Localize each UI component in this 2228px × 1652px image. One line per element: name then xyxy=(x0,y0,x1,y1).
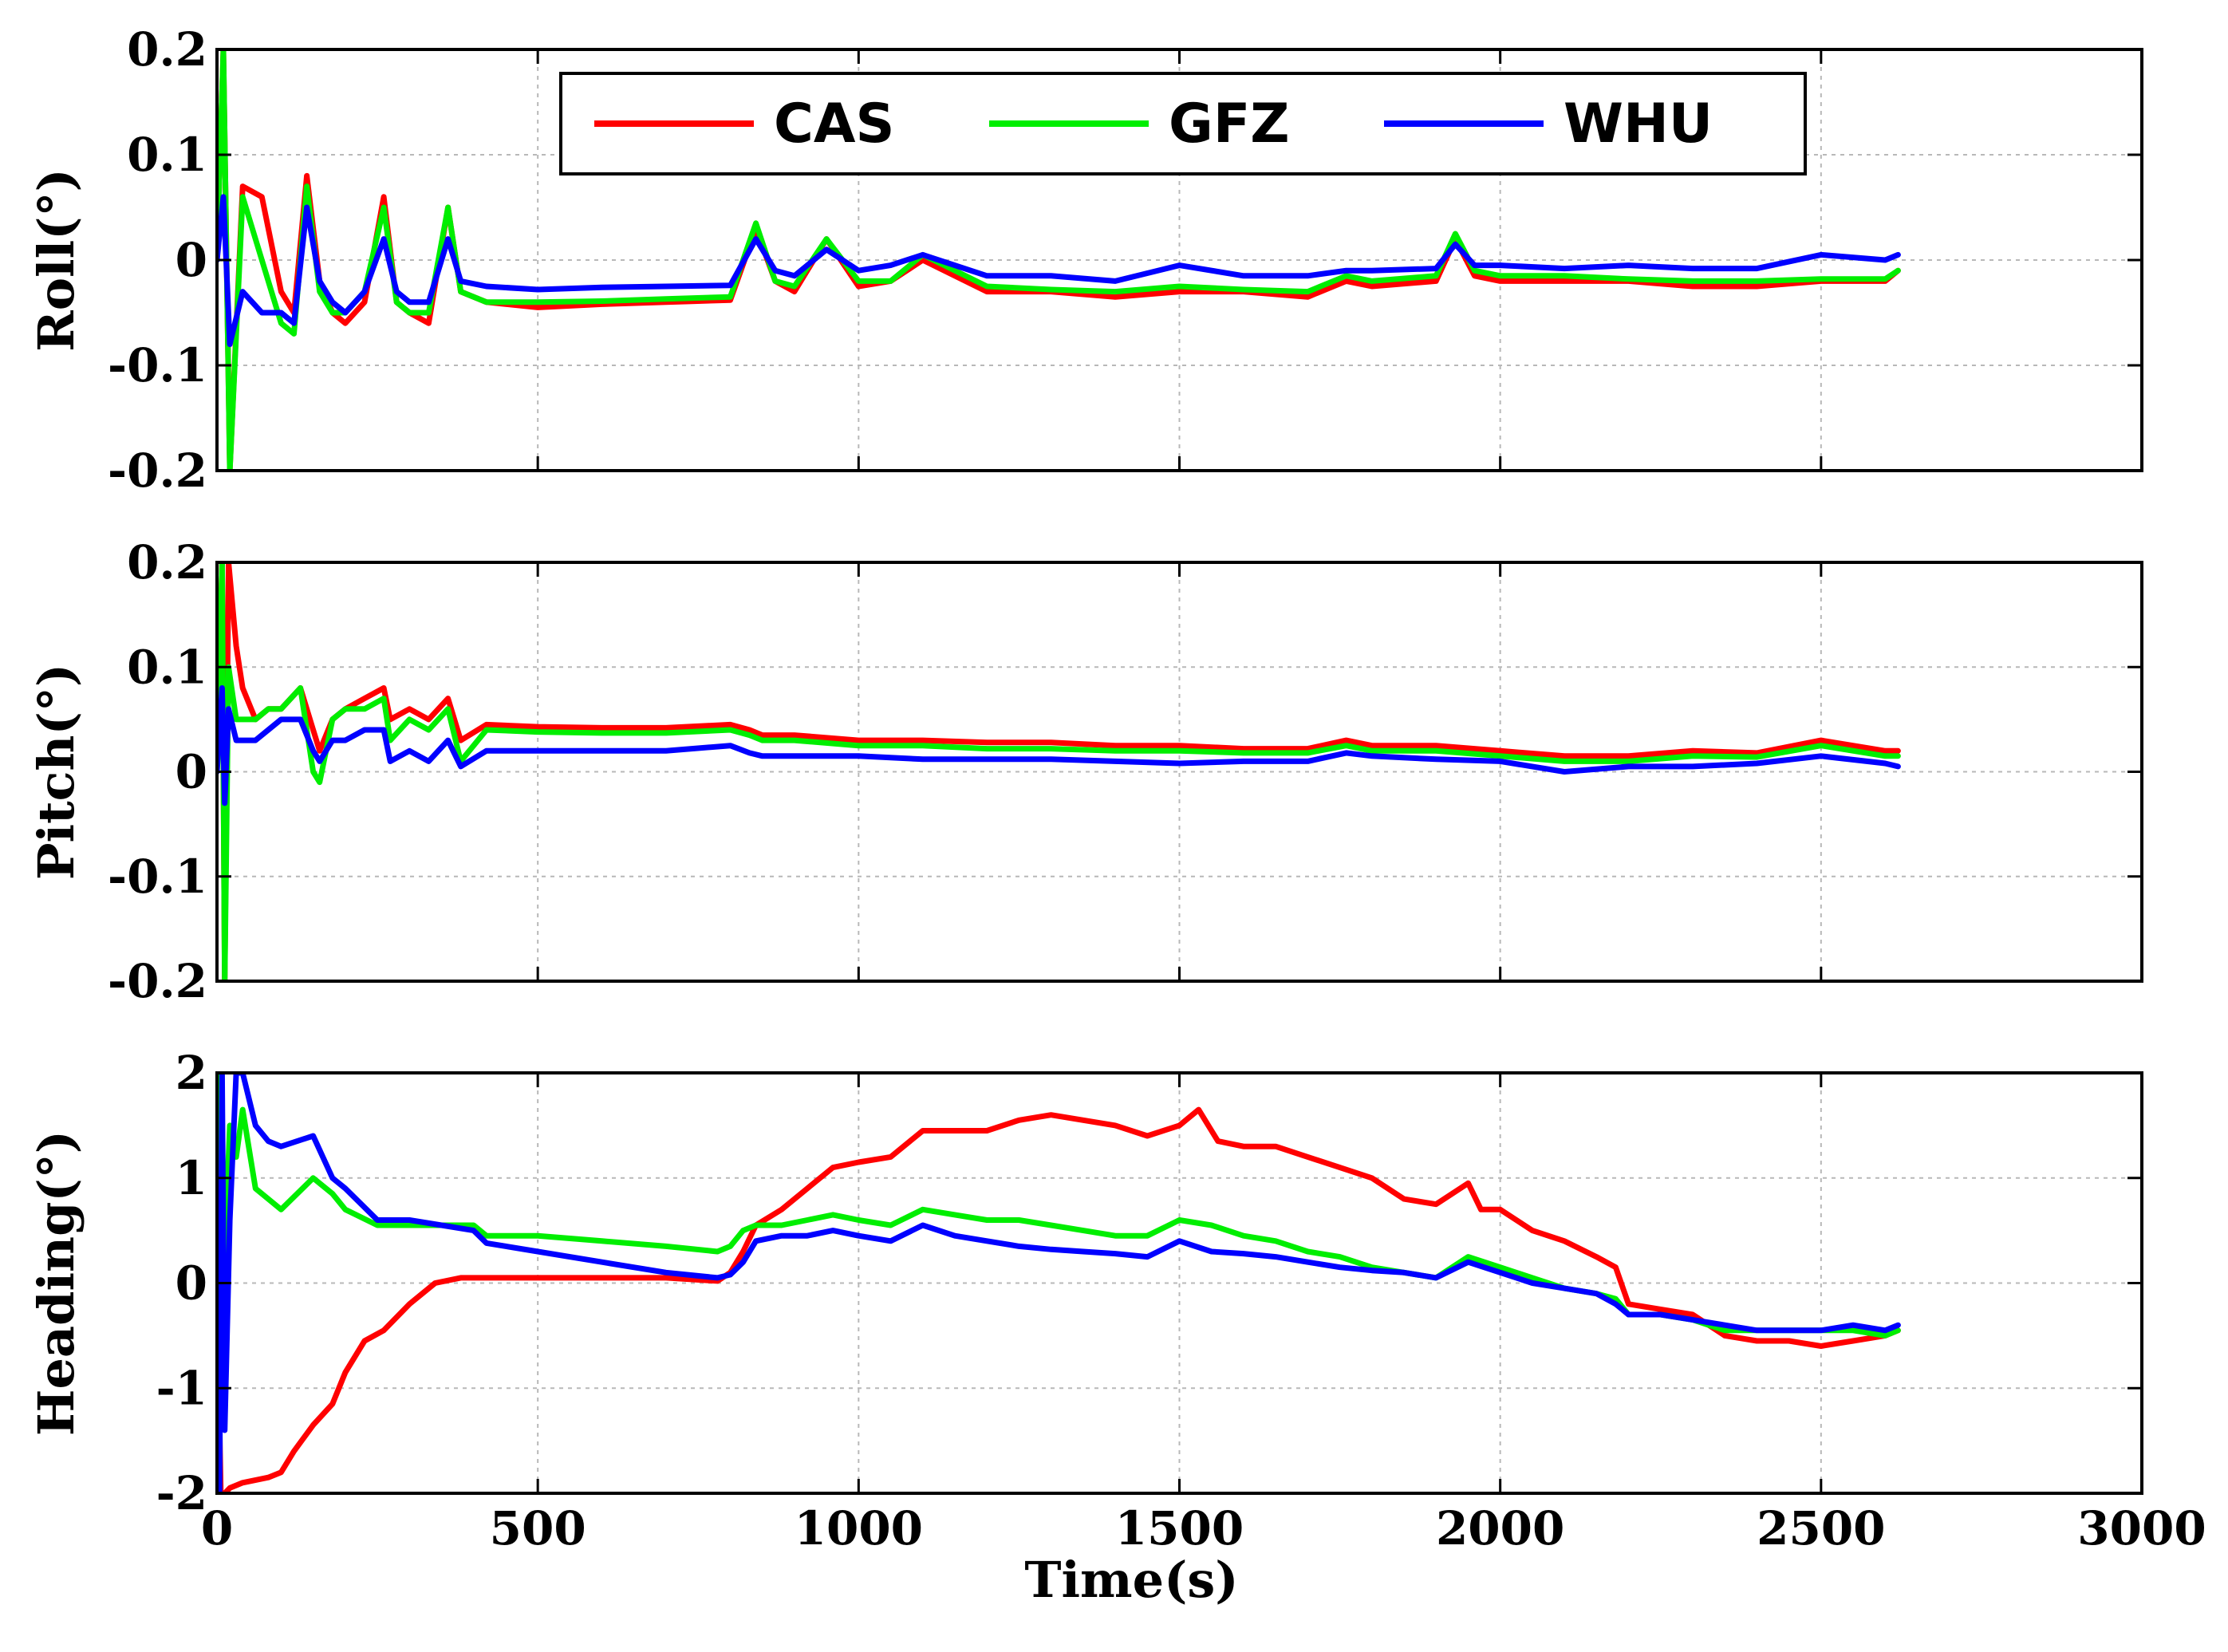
ytick-label: 0.2 xyxy=(127,22,207,77)
xtick-label: 2000 xyxy=(1436,1501,1564,1555)
ytick-label: 0.1 xyxy=(127,640,207,694)
xtick-label: 1000 xyxy=(795,1501,923,1555)
ylabel-roll: Roll(°) xyxy=(27,168,85,352)
plot-area-pitch xyxy=(217,562,2142,981)
series-line-heading-whu xyxy=(217,1073,1901,1493)
ytick-label: 0 xyxy=(175,745,207,799)
ytick-label: 1 xyxy=(175,1151,207,1205)
ytick-label: 0.1 xyxy=(127,128,207,182)
ytick-label: -2 xyxy=(156,1466,207,1520)
ytick-label: 0 xyxy=(175,1256,207,1311)
xtick-label: 1500 xyxy=(1115,1501,1244,1555)
ytick-label: 0.2 xyxy=(127,535,207,589)
xtick-label: 500 xyxy=(490,1501,586,1555)
series-line-roll-gfz xyxy=(217,49,1901,471)
ytick-label: -0.2 xyxy=(108,444,207,498)
legend-label-gfz: GFZ xyxy=(1169,93,1290,156)
legend-box xyxy=(559,72,1807,175)
series-group-pitch xyxy=(217,562,1901,981)
ytick-label: 2 xyxy=(175,1046,207,1100)
series-line-pitch-whu xyxy=(217,685,1901,806)
series-line-heading-cas xyxy=(217,1106,1901,1493)
series-line-heading-gfz xyxy=(217,1073,1901,1339)
legend-label-whu: WHU xyxy=(1564,93,1713,156)
ylabel-pitch: Pitch(°) xyxy=(27,664,85,880)
ytick-label: -0.2 xyxy=(108,954,207,1008)
xlabel: Time(s) xyxy=(1024,1551,1238,1609)
series-group-heading xyxy=(217,1073,1901,1493)
ytick-label: 0 xyxy=(175,233,207,287)
panel-pitch: -0.2 -0.1 0 0.1 0.2 Pitch(°) xyxy=(27,535,2143,1008)
ytick-label: -0.1 xyxy=(108,850,207,904)
xtick-label: 3000 xyxy=(2077,1501,2206,1555)
plot-area-heading xyxy=(217,1073,2142,1493)
panel-heading: -2 -1 0 1 2 Heading(°) xyxy=(27,1046,2143,1520)
series-line-pitch-gfz xyxy=(217,562,1901,981)
legend: CAS GFZ WHU xyxy=(559,72,1807,175)
xtick-label: 2500 xyxy=(1757,1501,1885,1555)
legend-label-cas: CAS xyxy=(774,93,895,156)
ytick-label: -0.1 xyxy=(108,338,207,392)
ytick-label: -1 xyxy=(156,1361,207,1415)
series-line-roll-whu xyxy=(217,194,1901,348)
ylabel-heading: Heading(°) xyxy=(27,1130,85,1436)
series-group-roll xyxy=(217,49,1901,471)
xtick-label: 0 xyxy=(201,1501,233,1555)
